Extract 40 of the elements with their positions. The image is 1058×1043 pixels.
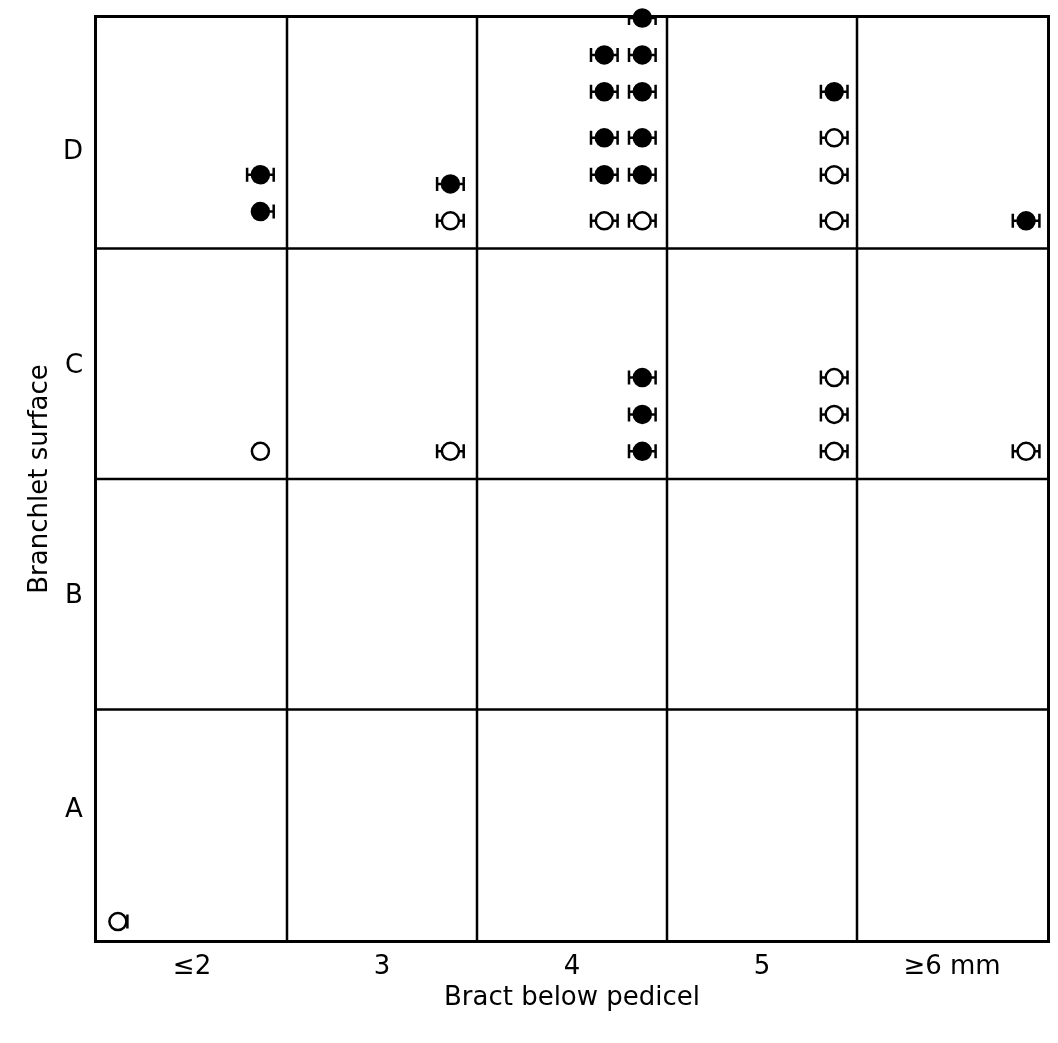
point [250, 201, 271, 222]
point [250, 441, 271, 462]
point [632, 404, 653, 425]
category-label: A [65, 793, 83, 823]
point [824, 404, 844, 425]
category-label: C [65, 349, 84, 379]
x-tick-label: 3 [373, 949, 391, 980]
point [632, 211, 653, 231]
point [594, 45, 615, 65]
point [632, 367, 653, 388]
x-axis-title: Bract below pedicel [443, 980, 701, 1011]
point [594, 82, 615, 102]
point [632, 82, 653, 102]
point [632, 441, 653, 462]
point [824, 128, 844, 148]
category-label: B [65, 579, 83, 609]
point [1016, 441, 1036, 462]
category-label: D [63, 135, 84, 165]
point [594, 211, 615, 231]
point [440, 441, 461, 462]
point [824, 367, 844, 388]
point [632, 45, 653, 65]
point [824, 211, 844, 231]
x-tick-label: 4 [563, 949, 581, 980]
point [632, 128, 653, 148]
point [594, 164, 615, 185]
point [1016, 211, 1036, 231]
point [632, 164, 653, 185]
point [250, 164, 271, 185]
x-tick-label: ≤2 [172, 949, 212, 980]
point [594, 128, 615, 148]
y-axis-title: Branchlet surface [22, 364, 53, 594]
point [824, 82, 844, 102]
point [108, 911, 128, 932]
point [824, 164, 844, 185]
point [440, 211, 461, 231]
point [440, 174, 461, 194]
x-tick-label: 5 [753, 949, 771, 980]
point [824, 441, 844, 462]
x-tick-label: ≥6 mm [903, 949, 1001, 980]
